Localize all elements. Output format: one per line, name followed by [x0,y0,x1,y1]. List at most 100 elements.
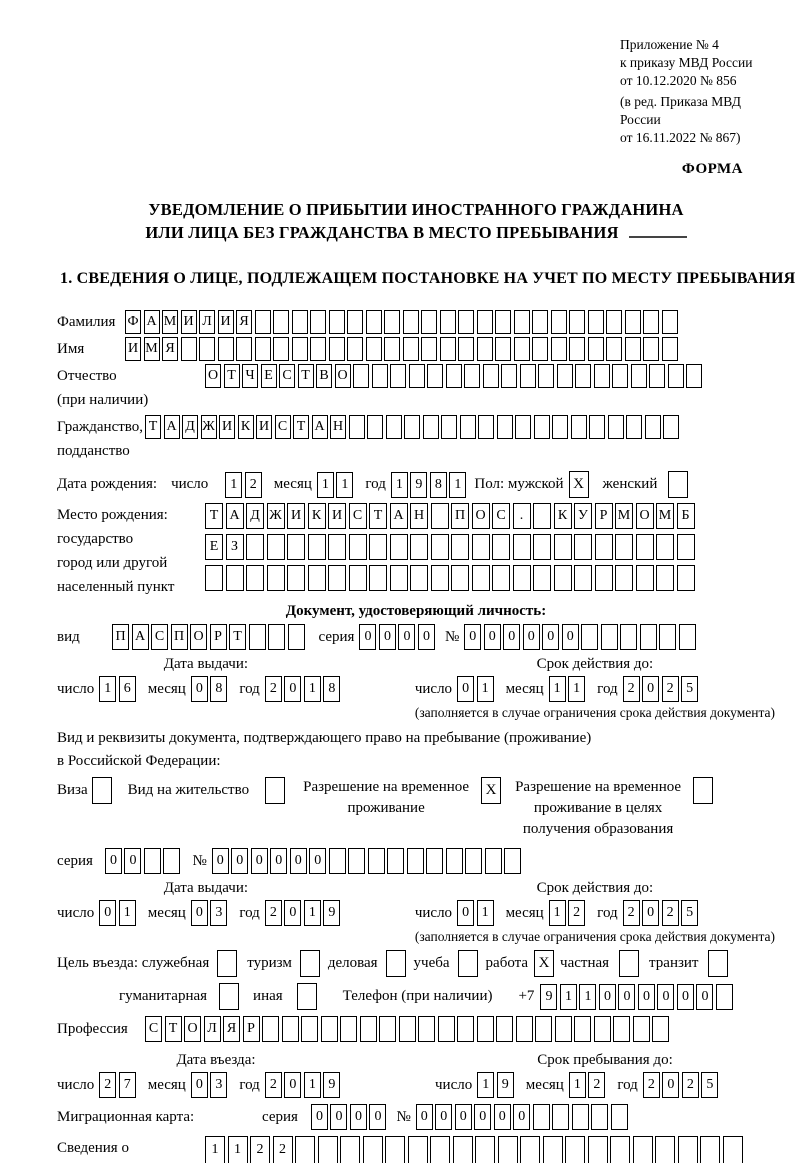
char-cell[interactable] [236,337,252,361]
char-cell[interactable]: 0 [696,983,714,1010]
char-cell[interactable]: 2 [244,471,262,498]
char-cell[interactable] [569,310,585,334]
char-cell[interactable]: 2 [99,1072,117,1098]
char-cell[interactable]: С [492,503,510,529]
char-cell[interactable]: 9 [496,1072,514,1098]
char-cell[interactable]: И [180,310,197,334]
char-cell[interactable]: 1 [568,1072,586,1098]
char-cell[interactable]: О [205,364,221,388]
char-cell[interactable]: . [512,503,531,529]
char-cell[interactable]: И [217,310,234,334]
char-cell[interactable] [441,415,457,439]
char-cell[interactable]: О [190,624,207,650]
char-cell[interactable] [205,565,223,591]
char-cell[interactable] [348,565,367,591]
char-cell[interactable] [587,1136,608,1163]
char-cell[interactable]: И [287,503,305,529]
char-cell[interactable]: О [334,364,351,388]
char-cell[interactable] [296,983,317,1010]
char-cell[interactable] [492,534,510,560]
char-cell[interactable] [328,565,346,591]
char-cell[interactable]: Ч [242,364,258,388]
char-cell[interactable]: 1 [303,1072,321,1098]
char-cell[interactable] [217,950,238,977]
char-cell[interactable] [620,624,638,650]
char-cell[interactable] [295,1136,315,1163]
char-cell[interactable]: Ф [125,310,141,334]
char-cell[interactable] [610,1104,628,1130]
char-cell[interactable] [501,364,517,388]
char-cell[interactable]: 0 [359,624,377,650]
char-cell[interactable] [219,983,240,1010]
char-cell[interactable]: 0 [513,1104,531,1130]
char-cell[interactable] [676,534,695,560]
char-cell[interactable]: 1 [449,471,467,498]
char-cell[interactable] [287,565,305,591]
char-cell[interactable]: О [635,503,654,529]
char-cell[interactable] [430,1136,450,1163]
char-cell[interactable]: Т [229,624,246,650]
char-cell[interactable]: С [151,624,168,650]
char-cell[interactable]: 0 [270,848,288,874]
char-cell[interactable]: X [534,950,555,977]
char-cell[interactable]: П [451,503,469,529]
char-cell[interactable] [643,310,659,334]
char-cell[interactable] [476,1016,494,1042]
char-cell[interactable]: Я [236,310,252,334]
char-cell[interactable]: 0 [435,1104,453,1130]
char-cell[interactable]: 2 [661,900,679,926]
char-cell[interactable]: 0 [190,676,208,702]
char-cell[interactable]: X [568,471,589,498]
char-cell[interactable] [180,337,197,361]
char-cell[interactable]: 1 [225,471,243,498]
char-cell[interactable]: Т [297,364,314,388]
char-cell[interactable]: М [162,310,178,334]
char-cell[interactable]: 0 [457,676,475,702]
char-cell[interactable] [553,534,572,560]
char-cell[interactable]: Л [199,310,215,334]
char-cell[interactable] [661,310,678,334]
char-cell[interactable] [369,565,387,591]
char-cell[interactable]: 9 [410,471,428,498]
char-cell[interactable]: 0 [503,624,521,650]
char-cell[interactable]: 2 [681,1072,699,1098]
char-cell[interactable]: 0 [369,1104,387,1130]
char-cell[interactable]: Е [205,534,223,560]
char-cell[interactable] [299,950,320,977]
char-cell[interactable] [497,1136,518,1163]
char-cell[interactable] [589,415,605,439]
char-cell[interactable] [254,337,271,361]
char-cell[interactable]: 1 [559,983,577,1010]
char-cell[interactable] [365,310,382,334]
char-cell[interactable] [649,364,665,388]
char-cell[interactable] [398,1016,416,1042]
char-cell[interactable] [550,310,567,334]
char-cell[interactable] [504,848,522,874]
char-cell[interactable] [593,1016,611,1042]
char-cell[interactable]: Д [182,415,198,439]
char-cell[interactable] [686,364,702,388]
char-cell[interactable] [663,415,679,439]
char-cell[interactable]: 0 [190,1072,208,1098]
char-cell[interactable] [587,310,604,334]
char-cell[interactable] [163,848,181,874]
char-cell[interactable]: С [145,1016,162,1042]
char-cell[interactable] [404,415,420,439]
char-cell[interactable] [421,337,437,361]
char-cell[interactable]: 1 [548,900,566,926]
char-cell[interactable]: 0 [642,676,660,702]
char-cell[interactable]: 0 [284,1072,302,1098]
char-cell[interactable] [254,310,271,334]
char-cell[interactable] [310,337,326,361]
char-cell[interactable]: Ж [266,503,285,529]
char-cell[interactable] [496,415,513,439]
char-cell[interactable] [615,534,633,560]
char-cell[interactable]: 8 [210,676,228,702]
